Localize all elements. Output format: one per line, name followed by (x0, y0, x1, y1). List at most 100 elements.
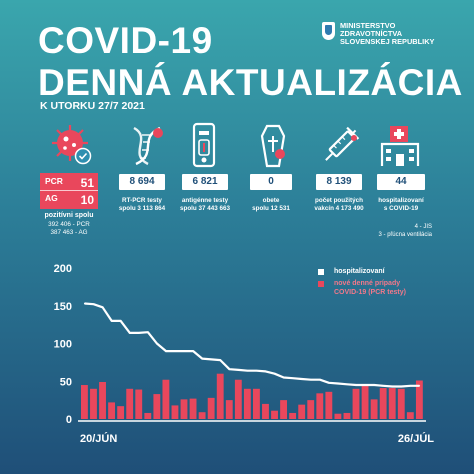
new-cases-bar (370, 399, 378, 419)
rtpcr-value: 8 694 (119, 174, 165, 190)
new-cases-bar (90, 388, 97, 419)
legend-label-new-cases: nové denné prípady COVID-19 (PCR testy) (334, 280, 406, 296)
new-cases-bar (352, 388, 360, 419)
positive-tests-box: PCR 51 AG 10 (40, 173, 98, 209)
hospitalized-point (292, 377, 294, 379)
new-cases-bar (253, 388, 260, 419)
pcr-label: PCR (45, 176, 63, 186)
positive-caption-block: pozitívni spolu 392 406 - PCR 387 463 - … (34, 212, 104, 236)
hospitalized-point (391, 385, 393, 388)
ministry-line-2: ZDRAVOTNÍCTVA (340, 29, 403, 39)
hospitalized-point (228, 368, 230, 370)
new-cases-bar (234, 379, 242, 419)
ministry-name: MINISTERSTVO ZDRAVOTNÍCTVA SLOVENSKEJ RE… (340, 21, 434, 46)
chart-legend: hospitalizovaní nové denné prípady COVID… (318, 268, 416, 297)
new-cases-bar (207, 397, 215, 419)
legend-swatch-white (318, 269, 324, 275)
hospital-caption-2: s COVID-19 (383, 204, 419, 212)
new-cases-bar (117, 406, 125, 419)
hospitalized-point (274, 373, 276, 375)
new-cases-bar (135, 389, 143, 419)
new-cases-bar (81, 385, 88, 419)
new-cases-bar (99, 382, 106, 419)
hospitalized-point (319, 379, 321, 381)
antigen-caption-2: spolu 37 443 663 (179, 204, 231, 212)
new-cases-bar (397, 388, 405, 419)
new-cases-bar (289, 412, 297, 419)
legend-item-hospitalized: hospitalizovaní (318, 268, 416, 276)
legend-label-hospitalized: hospitalizovaní (334, 268, 385, 275)
new-cases-bar (406, 412, 414, 419)
new-cases-bar (153, 394, 161, 419)
new-cases-bar (162, 379, 170, 419)
new-cases-bar (325, 391, 333, 419)
hospitalized-point (283, 376, 285, 379)
vaccines-value: 8 139 (316, 174, 362, 190)
new-cases-bar (180, 399, 188, 419)
hospitalized-point (246, 370, 249, 372)
hospitalized-point (120, 320, 122, 322)
new-cases-bar (171, 405, 179, 419)
hospitalized-point (237, 369, 240, 371)
hospitalized-line (84, 302, 420, 388)
hospital-note-icu: 4 - JIS (414, 224, 432, 230)
vaccines-caption-2: vakcín 4 173 490 (314, 204, 364, 212)
ag-value: 10 (80, 193, 94, 207)
rtpcr-caption: RT-PCR testy spolu 3 113 864 (108, 197, 176, 213)
hospitalized-point (382, 385, 384, 387)
new-cases-bar (216, 373, 224, 419)
hospitalized-point (255, 370, 258, 372)
hospitalized-point (129, 332, 131, 334)
hospitalized-point (174, 350, 176, 352)
antigen-caption-1: antigénne testy (181, 197, 229, 204)
hospitalized-point (409, 385, 412, 387)
hospitalized-point (328, 382, 330, 384)
new-cases-bar (189, 398, 197, 419)
new-cases-bar (307, 400, 315, 419)
new-cases-bar (298, 404, 306, 419)
new-cases-bar (144, 412, 152, 419)
hospitalized-point (210, 358, 212, 360)
hospitalized-point (102, 306, 104, 308)
hospitalized-point (337, 382, 339, 385)
legend-item-new-cases: nové denné prípady COVID-19 (PCR testy) (318, 280, 416, 297)
new-cases-bar (316, 393, 324, 419)
hospitalized-point (201, 358, 203, 360)
new-cases-bar (415, 380, 423, 419)
deaths-caption: obete spolu 12 531 (241, 197, 301, 213)
rtpcr-caption-2: spolu 3 113 864 (118, 204, 166, 212)
virus-icon (52, 125, 92, 165)
new-cases-bar (262, 403, 269, 419)
deaths-caption-1: obete (262, 197, 280, 204)
hospitalized-point (147, 331, 149, 333)
new-cases-bar (108, 402, 116, 419)
positive-caption: pozitívni spolu (44, 212, 94, 219)
hospitalized-point (192, 350, 194, 352)
hospital-value: 44 (377, 174, 425, 190)
new-cases-bar (280, 400, 288, 419)
hospitalized-point (92, 303, 95, 305)
new-cases-bar (379, 388, 387, 419)
dna-icon (133, 126, 163, 166)
y-tick-label: 50 (60, 376, 72, 388)
antigen-caption: antigénne testy spolu 37 443 663 (169, 197, 241, 213)
y-tick-label: 100 (54, 339, 72, 351)
hospitalized-point (346, 383, 348, 385)
hospitalized-point (373, 384, 375, 386)
coffin-icon (260, 124, 286, 168)
ministry-emblem-icon (322, 22, 335, 40)
new-cases-bar (388, 388, 396, 419)
positive-detail-ag: 387 463 - AG (50, 228, 88, 236)
new-cases-bar (126, 388, 134, 419)
date-subtitle: K UTORKU 27/7 2021 (40, 100, 145, 112)
hospitalized-point (264, 370, 267, 373)
hospitalized-point (183, 350, 185, 352)
hospital-caption-1: hospitalizovaní (378, 197, 424, 204)
new-cases-bar (198, 412, 206, 419)
hospitalized-point (219, 359, 221, 361)
hospital-note-ventilation: 3 - pľúcna ventilácia (378, 231, 432, 238)
legend-swatch-red (318, 281, 324, 288)
hospitalized-point (156, 342, 158, 345)
